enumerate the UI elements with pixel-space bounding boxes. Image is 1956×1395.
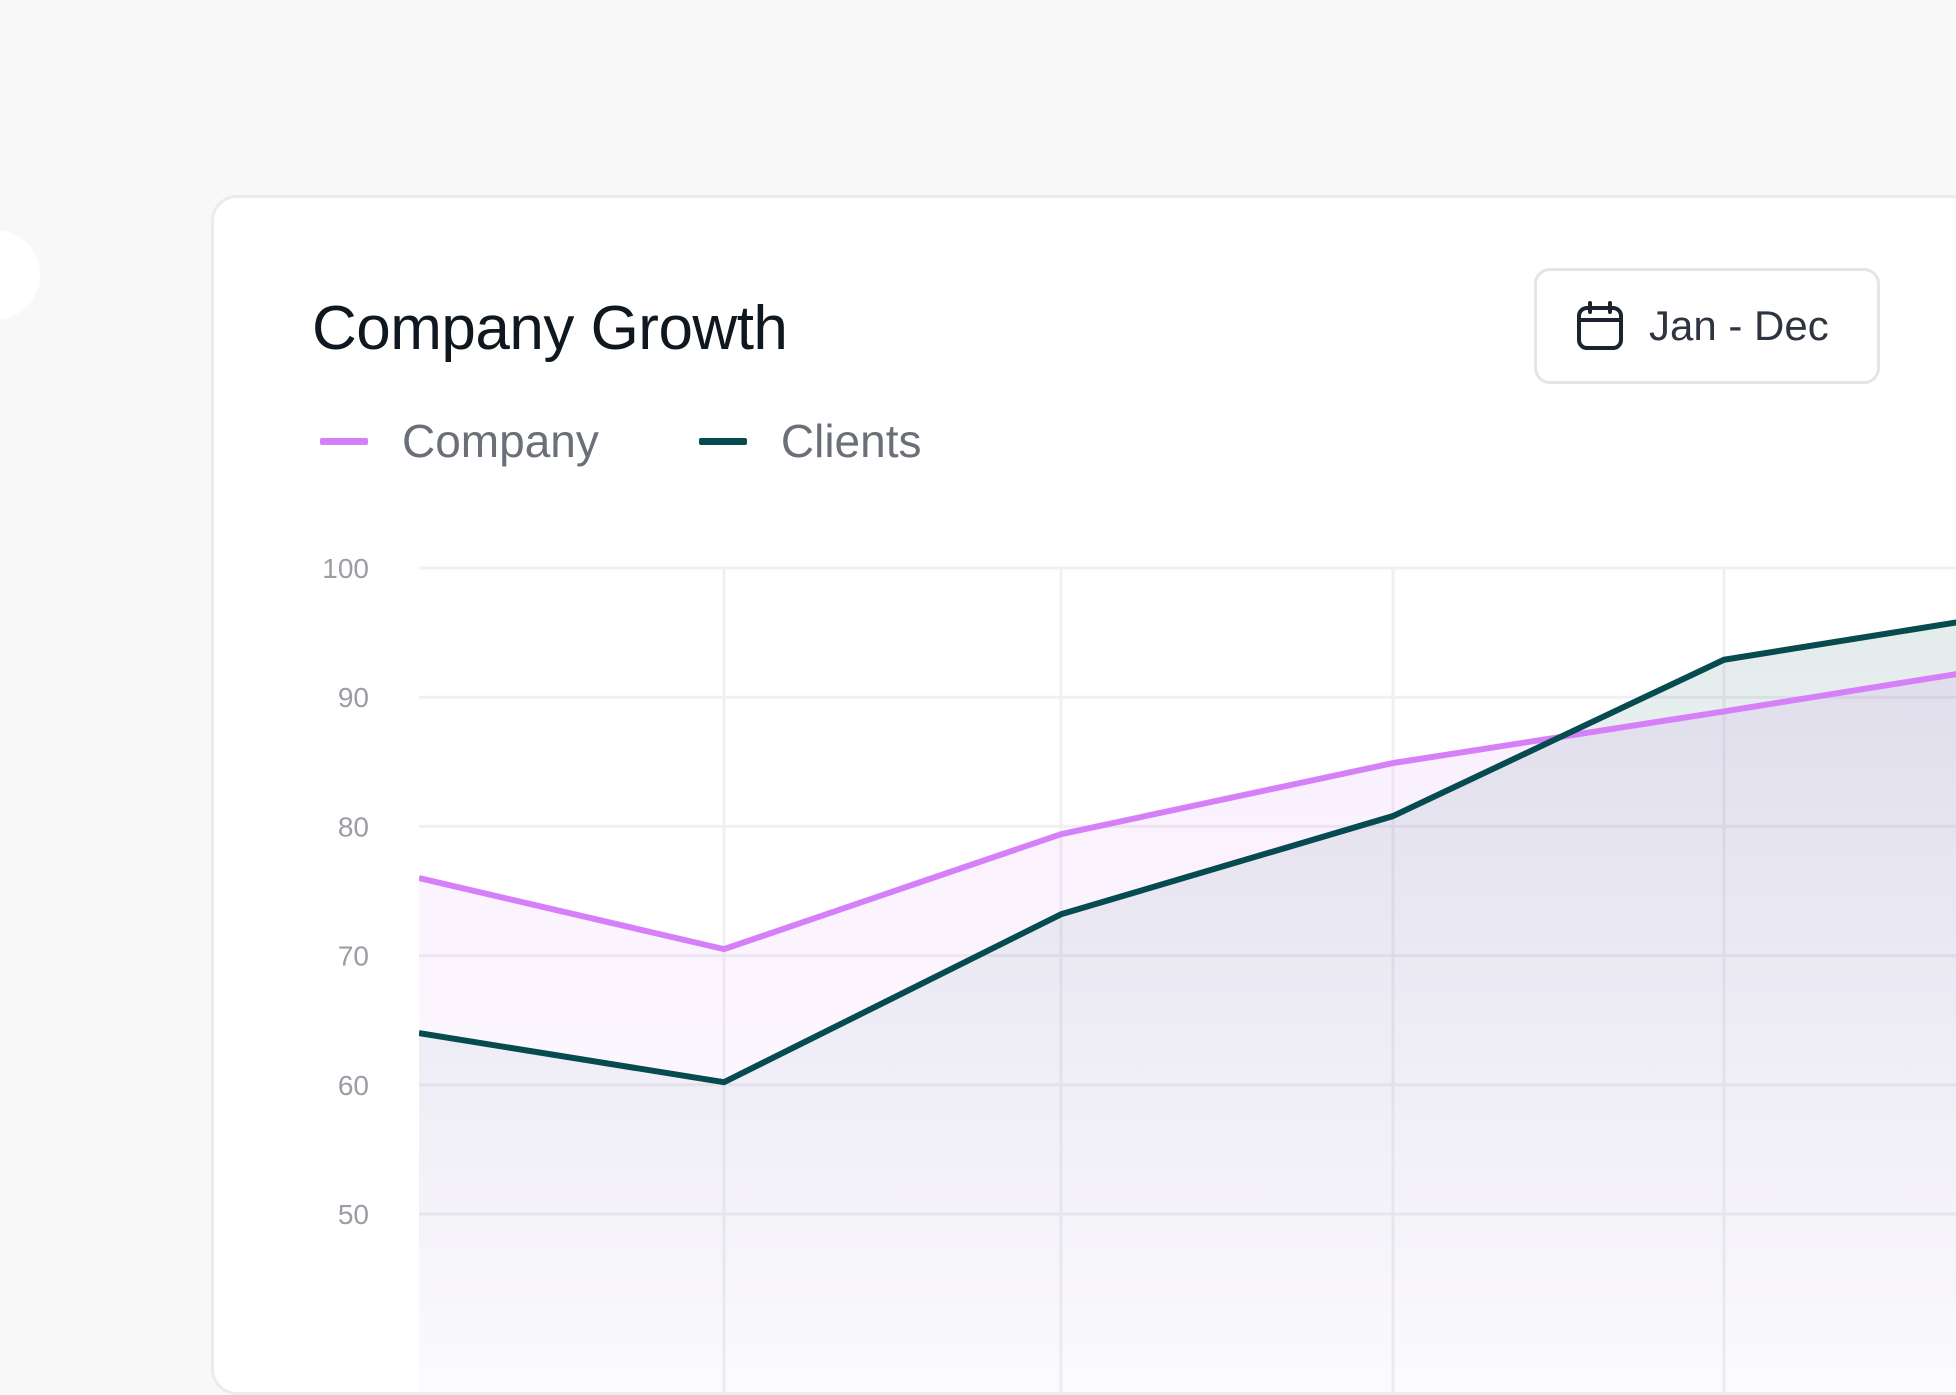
y-tick-label: 50 (338, 1199, 369, 1230)
background-shape (0, 230, 40, 320)
y-tick-label: 70 (338, 941, 369, 972)
growth-chart: 50 60 70 80 90 100 (214, 198, 1956, 1395)
y-tick-label: 100 (322, 553, 369, 584)
plot-area (419, 607, 1956, 1395)
company-growth-card: Company Growth Jan - Dec Company Clients… (211, 195, 1956, 1395)
y-tick-label: 80 (338, 811, 369, 842)
y-tick-label: 90 (338, 682, 369, 713)
y-tick-label: 60 (338, 1070, 369, 1101)
